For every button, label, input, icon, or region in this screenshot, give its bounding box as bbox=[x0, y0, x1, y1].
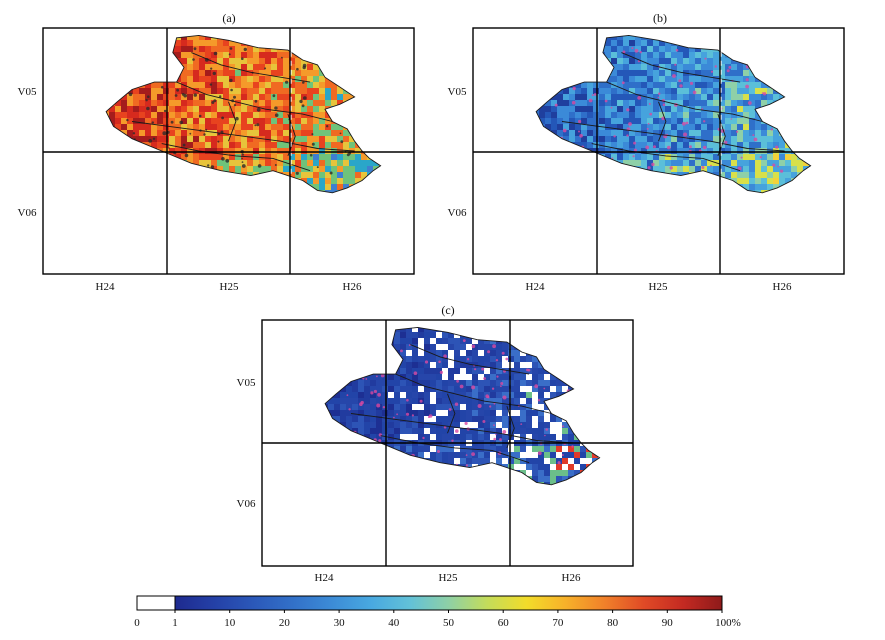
panel-c-col-label-h25: H25 bbox=[439, 572, 458, 584]
colorbar: 0 1 10 20 30 40 50 60 70 80 90 100% bbox=[134, 596, 741, 629]
panel-b-title: (b) bbox=[653, 11, 667, 25]
colorbar-zero-segment bbox=[137, 596, 175, 610]
colorbar-tick-label: 1 bbox=[172, 617, 178, 629]
colorbar-tick-label: 80 bbox=[607, 617, 619, 629]
colorbar-tick-label: 20 bbox=[279, 617, 291, 629]
colorbar-tick-label: 70 bbox=[552, 617, 564, 629]
panel-c: (c) V05 V06 H24 H25 H26 bbox=[237, 303, 635, 584]
panel-c-col-label-h24: H24 bbox=[315, 572, 334, 584]
panel-a-row-label-v06: V06 bbox=[18, 207, 37, 219]
panel-a-row-label-v05: V05 bbox=[18, 86, 37, 98]
panel-b-row-label-v05: V05 bbox=[448, 86, 467, 98]
panel-c-col-label-h26: H26 bbox=[562, 572, 581, 584]
panel-b-col-label-h25: H25 bbox=[649, 281, 668, 293]
panel-a: (a) V05 V06 H24 H25 H26 bbox=[18, 11, 416, 293]
colorbar-tick-label: 60 bbox=[498, 617, 510, 629]
colorbar-gradient bbox=[175, 596, 722, 610]
colorbar-tick-label: 40 bbox=[388, 617, 400, 629]
panel-a-map bbox=[43, 28, 416, 275]
panel-b-map bbox=[473, 28, 846, 275]
panel-a-col-label-h26: H26 bbox=[343, 281, 362, 293]
panel-b-col-label-h26: H26 bbox=[773, 281, 792, 293]
panel-c-row-label-v05: V05 bbox=[237, 377, 256, 389]
colorbar-tick-label: 0 bbox=[134, 617, 140, 629]
colorbar-tick-label: 90 bbox=[662, 617, 674, 629]
panel-b: (b) V05 V06 H24 H25 H26 bbox=[448, 11, 846, 293]
panel-c-title: (c) bbox=[441, 303, 454, 317]
panel-c-row-label-v06: V06 bbox=[237, 498, 256, 510]
panel-b-row-label-v06: V06 bbox=[448, 207, 467, 219]
colorbar-tick-label: 10 bbox=[224, 617, 236, 629]
colorbar-tick-label: 30 bbox=[334, 617, 346, 629]
colorbar-tick-label: 100% bbox=[715, 617, 741, 629]
panel-a-col-label-h24: H24 bbox=[96, 281, 115, 293]
panel-a-col-label-h25: H25 bbox=[220, 281, 239, 293]
panel-b-col-label-h24: H24 bbox=[526, 281, 545, 293]
panel-a-title: (a) bbox=[222, 11, 235, 25]
colorbar-tick-label: 50 bbox=[443, 617, 455, 629]
colorbar-ticks: 0 1 10 20 30 40 50 60 70 80 90 100% bbox=[134, 610, 741, 629]
